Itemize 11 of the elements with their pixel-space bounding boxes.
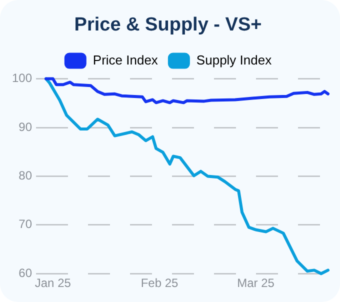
chart-title: Price & Supply - VS+: [74, 14, 262, 36]
y-tick-label: 60: [18, 266, 32, 280]
legend-label: Supply Index: [196, 52, 272, 68]
y-tick-label: 80: [18, 168, 32, 183]
y-tick-label: 90: [18, 120, 32, 134]
x-tick-label: Jan 25: [34, 276, 72, 290]
y-tick-label: 70: [18, 217, 32, 232]
legend-label: Price Index: [92, 52, 158, 68]
x-tick-label: Mar 25: [237, 276, 275, 290]
x-tick-label: Feb 25: [140, 276, 179, 290]
y-tick-label: 100: [12, 71, 32, 86]
